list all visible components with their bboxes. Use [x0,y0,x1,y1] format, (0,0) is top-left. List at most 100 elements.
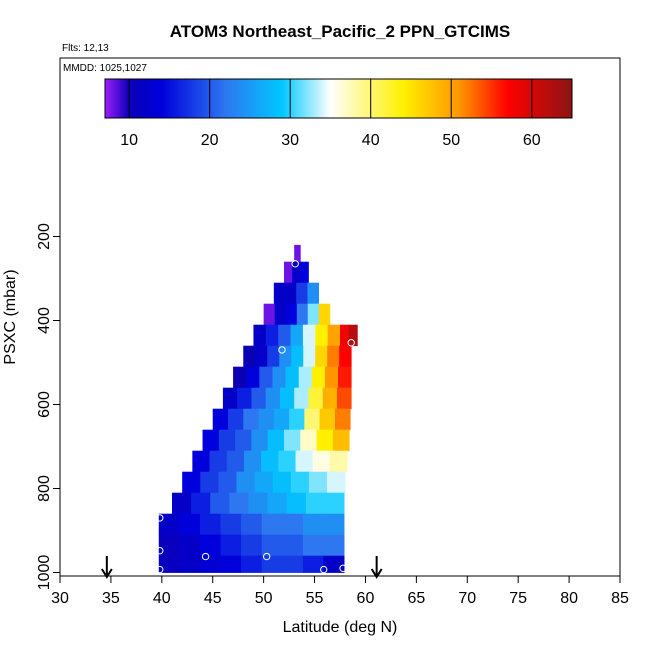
heatmap-cell [274,303,287,326]
sample-point [278,346,286,354]
heatmap-cell [323,513,345,536]
heatmap-cell [329,450,348,473]
x-tick-label: 50 [255,590,273,607]
heatmap-cell [316,429,334,452]
colorbar-tick-label: 30 [281,132,299,149]
heatmap-cell [302,324,316,347]
heatmap-cell [202,429,220,452]
sample-point [156,546,164,555]
heatmap-cell [263,303,276,326]
heatmap-cell [296,282,308,305]
x-tick-label: 35 [102,590,120,607]
heatmap-cell [261,513,283,536]
heatmap-cell [200,471,219,494]
heatmap-cell [267,492,288,515]
heatmap-cell [237,387,252,410]
heatmap-cell [267,345,280,368]
x-tick-label: 30 [51,590,69,607]
heatmap-cell [179,534,201,557]
heatmap-cell [285,282,297,305]
heatmap-cell [255,345,268,368]
heatmap-cell [294,244,301,263]
heatmap-cell [339,345,352,368]
heatmap-cells [158,244,358,573]
heatmap-cell [218,471,237,494]
colorbar-tick-label: 60 [523,132,541,149]
heatmap-cell [285,366,300,389]
heatmap-cell [233,366,247,389]
heatmap-cell [209,450,228,473]
heatmap-cell [273,282,286,305]
heatmap-cell [327,324,341,347]
sample-points [156,260,355,574]
x-tick-label: 60 [357,590,375,607]
sample-point [201,552,210,561]
heatmap-cell [158,555,180,573]
y-tick-label: 800 [36,475,53,502]
sample-point [291,260,299,268]
sample-point [347,339,355,347]
x-tick-label: 85 [611,590,629,607]
heatmap-cell [302,555,324,573]
heatmap-cell [286,492,307,515]
y-axis: 200 400 600 800 1000 [36,223,60,590]
heatmap-cell [241,534,263,557]
heatmap-cell [236,471,255,494]
heatmap-cell [336,387,352,410]
heatmap-cell [191,492,211,515]
heatmap-cell [334,408,351,431]
heatmap-cell [289,408,305,431]
heatmap-cell [220,534,242,557]
heatmap-cell [304,408,321,431]
heatmap-cell [258,408,275,431]
heatmap-cell [332,429,350,452]
sample-point [156,514,164,522]
heatmap-cell [235,429,252,452]
heatmap-cell [246,366,260,389]
heatmap-cell [326,471,346,494]
x-tick-label: 55 [306,590,324,607]
heatmap-cell [324,492,345,515]
heatmap-cell [302,534,324,557]
heatmap-cell [182,471,201,494]
x-tick-label: 65 [407,590,425,607]
heatmap-cell [291,345,304,368]
heatmap-cell [248,492,268,515]
sample-point [262,552,271,561]
heatmap-cell [305,492,326,515]
heatmap-cell [243,408,259,431]
heatmap-cell [226,450,245,473]
sample-point [320,565,328,574]
heatmap-cell [273,408,290,431]
heatmap-cell [272,471,292,494]
heatmap-cell [254,471,274,494]
heatmap-cell [319,408,336,431]
y-tick-label: 1000 [36,555,53,591]
heatmap-cell [324,366,339,389]
latitude-arrow-head [370,568,383,579]
heatmap-cell [265,387,281,410]
heatmap-cell [228,408,244,431]
heatmap-cell [259,366,273,389]
x-tick-label: 70 [458,590,476,607]
heatmap-cell [241,555,263,573]
x-axis: 30 35 40 45 50 55 60 65 70 75 80 85 [51,576,629,607]
heatmap-cell [218,429,236,452]
colorbar-ticks: 10 20 30 40 50 60 [120,79,541,149]
colorbar-tick-label: 50 [442,132,460,149]
heatmap-cell [318,303,331,326]
heatmap-cell [312,450,331,473]
heatmap-cell [220,513,242,536]
heatmap-cell [212,408,229,431]
latitude-arrows [100,556,383,579]
heatmap-cell [278,324,291,347]
heatmap-cell [308,471,328,494]
heatmap-cell [300,429,317,452]
chart-title: ATOM3 Northeast_Pacific_2 PPN_GTCIMS [170,22,510,41]
y-axis-label: PSXC (mbar) [2,269,19,364]
heatmap-cell [272,366,286,389]
heatmap-cell [322,387,338,410]
heatmap-cell [296,303,309,326]
heatmap-cell [282,513,304,536]
